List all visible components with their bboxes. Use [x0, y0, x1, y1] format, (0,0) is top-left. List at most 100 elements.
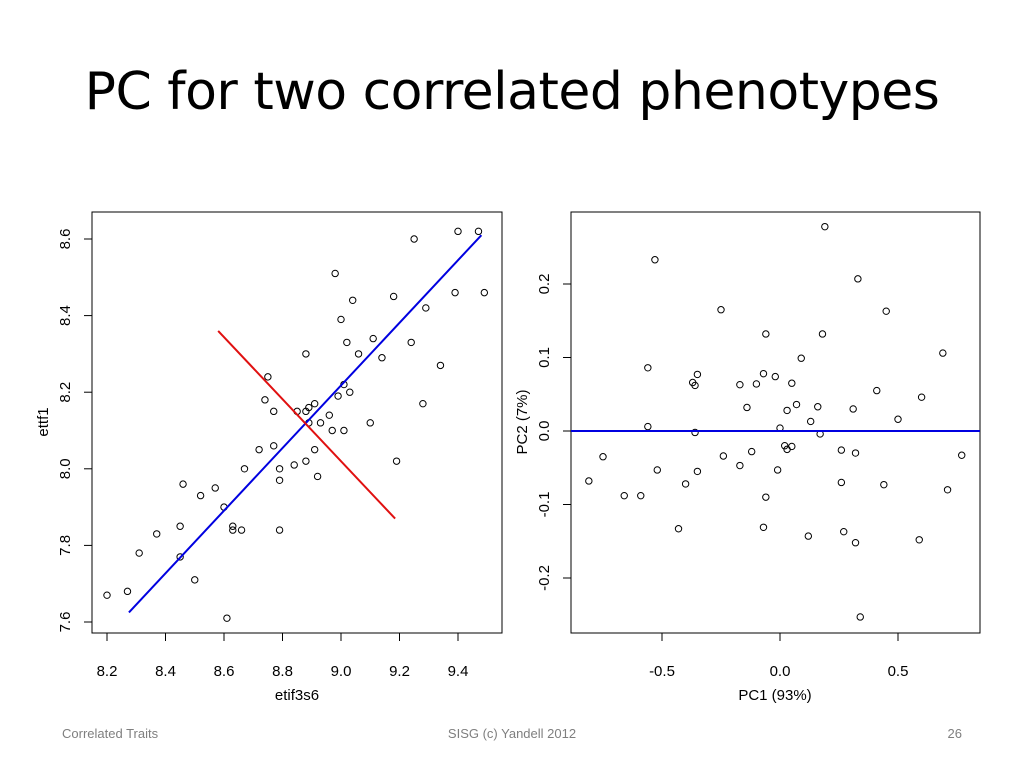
- data-point: [480, 288, 489, 297]
- pc2-direction-line: [217, 330, 396, 520]
- y-tick-label: -0.1: [536, 492, 553, 518]
- data-point: [691, 381, 699, 390]
- data-point: [792, 400, 801, 409]
- data-point: [743, 403, 751, 412]
- data-point: [474, 227, 483, 236]
- data-point: [653, 466, 661, 474]
- x-tick-label: 8.4: [155, 663, 176, 680]
- data-point: [837, 446, 846, 454]
- data-point: [340, 426, 348, 435]
- data-point: [781, 442, 789, 450]
- data-point: [176, 522, 184, 530]
- x-tick-label: 9.2: [389, 663, 410, 680]
- data-point: [310, 399, 319, 408]
- data-point: [392, 457, 401, 465]
- data-point: [637, 491, 645, 500]
- data-point: [854, 275, 862, 283]
- data-point: [422, 304, 430, 312]
- data-point: [305, 403, 313, 412]
- data-point: [873, 386, 881, 395]
- data-point: [814, 403, 822, 411]
- data-point: [674, 525, 683, 533]
- data-point: [736, 461, 744, 470]
- data-point: [849, 405, 857, 413]
- data-point: [585, 477, 593, 485]
- data-point: [229, 526, 237, 534]
- data-point: [717, 306, 725, 314]
- x-axis-ticks-right: -0.5 0.0 0.5: [649, 633, 908, 680]
- x-tick-label: 8.6: [214, 663, 235, 680]
- data-point: [958, 451, 966, 459]
- data-point: [196, 491, 205, 500]
- data-point: [290, 461, 298, 469]
- data-point: [407, 338, 415, 347]
- data-point: [821, 222, 829, 231]
- x-tick-label: 0.0: [770, 663, 791, 680]
- y-tick-label: 8.6: [57, 229, 74, 250]
- x-tick-label: 9.0: [331, 663, 352, 680]
- data-point: [759, 369, 768, 378]
- data-point: [343, 338, 351, 347]
- data-point: [176, 553, 184, 561]
- data-point: [334, 392, 342, 400]
- data-point: [354, 350, 363, 358]
- scatter-plot-pc1-vs-pc2: -0.5 0.0 0.5 -0.2 -0.1 0.0 0.1 0.2 PC1 (93%) P…: [514, 211, 981, 704]
- data-point: [771, 372, 779, 381]
- data-point: [840, 527, 848, 536]
- x-tick-label: 8.2: [97, 663, 118, 680]
- data-point: [783, 406, 791, 415]
- x-tick-label: 8.8: [272, 663, 293, 680]
- data-points-left: [103, 227, 489, 622]
- data-point: [915, 536, 923, 544]
- data-point: [851, 539, 860, 547]
- plot-frame-left: [91, 211, 503, 634]
- data-point: [880, 480, 888, 489]
- y-tick-label: 8.0: [57, 458, 74, 479]
- data-point: [882, 307, 890, 315]
- data-point: [302, 350, 310, 358]
- data-point: [693, 467, 702, 476]
- data-point: [620, 491, 628, 500]
- data-point: [123, 587, 132, 596]
- data-point: [240, 465, 249, 473]
- data-point: [310, 445, 319, 454]
- data-point: [346, 388, 354, 396]
- data-point: [454, 227, 462, 236]
- y-axis-ticks-left: 7.6 7.8 8.0 8.2 8.4 8.6: [57, 229, 92, 632]
- data-point: [436, 361, 445, 370]
- x-tick-label: -0.5: [649, 663, 675, 680]
- y-axis-label-left: ettf1: [35, 407, 52, 436]
- data-point: [179, 480, 187, 488]
- data-point: [366, 419, 374, 427]
- data-point: [153, 530, 161, 538]
- slide-title: PC for two correlated phenotypes: [84, 62, 940, 122]
- data-point: [759, 523, 768, 531]
- data-point: [313, 472, 322, 481]
- data-point: [599, 453, 607, 461]
- data-point: [103, 591, 111, 599]
- data-point: [693, 370, 702, 379]
- y-axis-label-right: PC2 (7%): [514, 389, 531, 454]
- data-point: [818, 330, 827, 338]
- scatter-plot-etif3s6-vs-ettf1: 8.2 8.4 8.6 8.8 9.0 9.2 9.4 7.6 7.8 8.0 8.2 8.4 8.6…: [35, 211, 503, 704]
- data-point: [191, 576, 199, 584]
- page-number: 26: [947, 726, 962, 741]
- data-point: [270, 407, 278, 416]
- data-point: [644, 364, 652, 372]
- data-point: [328, 426, 336, 435]
- data-point: [451, 288, 459, 297]
- data-point: [773, 466, 782, 474]
- data-point: [894, 415, 902, 423]
- data-point: [806, 417, 815, 426]
- data-point: [856, 613, 864, 621]
- data-point: [736, 380, 744, 389]
- data-point: [719, 452, 728, 460]
- data-point: [316, 419, 325, 427]
- data-point: [837, 478, 846, 487]
- data-point: [275, 465, 284, 473]
- x-axis-ticks-left: 8.2 8.4 8.6 8.8 9.0 9.2 9.4: [97, 633, 468, 680]
- data-point: [762, 330, 770, 338]
- data-point: [349, 296, 357, 304]
- data-point: [275, 526, 284, 534]
